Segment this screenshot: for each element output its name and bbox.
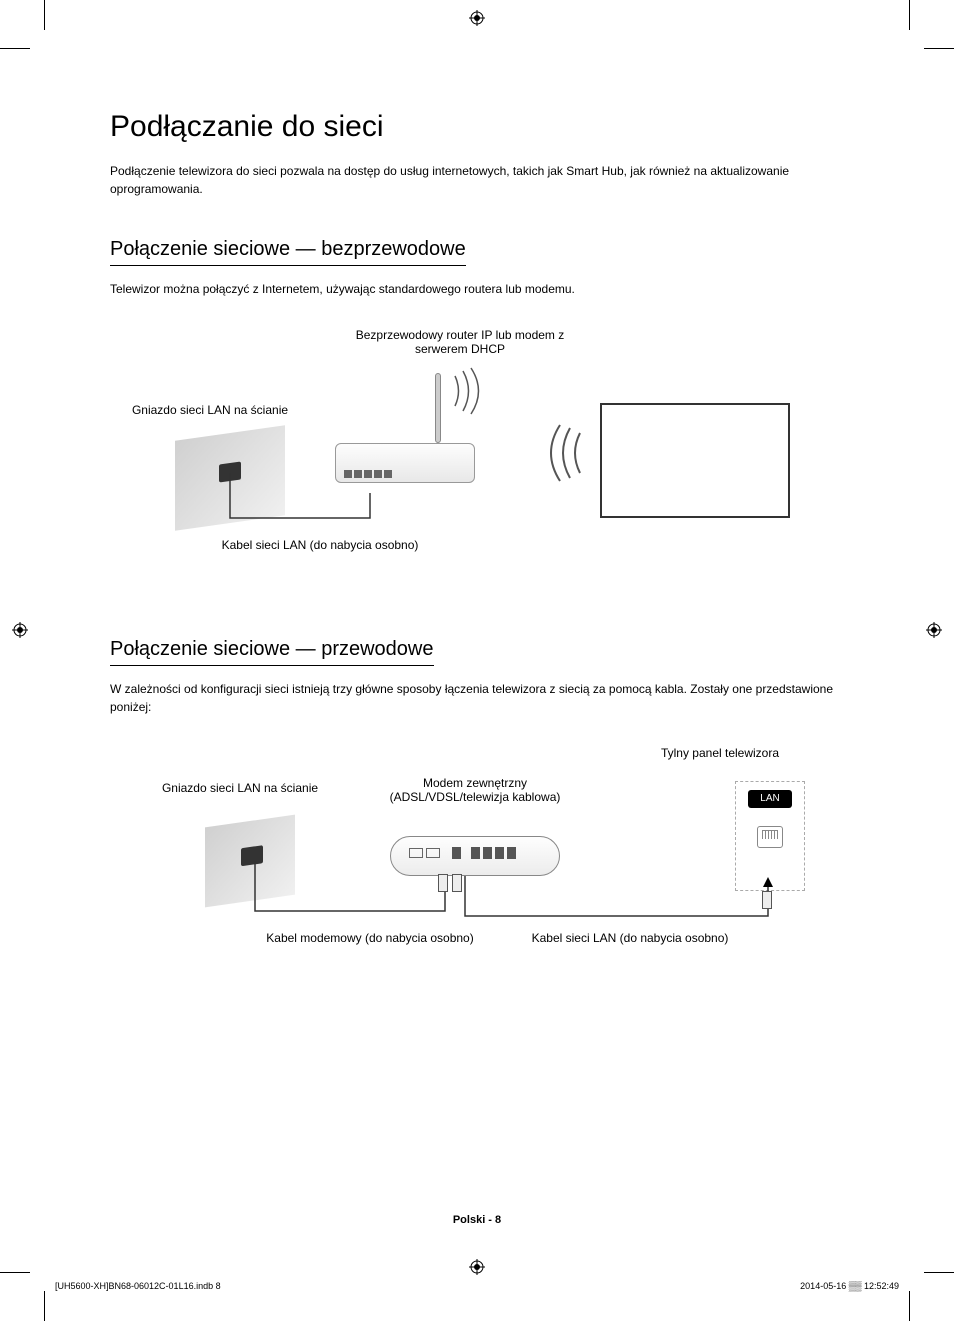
tv-icon bbox=[600, 403, 790, 518]
footer-timestamp: 2014-05-16 ▒▒ 12:52:49 bbox=[800, 1281, 899, 1291]
crop-mark bbox=[0, 48, 30, 49]
modem-label: Modem zewnętrzny (ADSL/VDSL/telewizja ka… bbox=[365, 776, 585, 804]
lan-jack-icon bbox=[757, 826, 783, 848]
crop-mark bbox=[924, 48, 954, 49]
router-label-text: Bezprzewodowy router IP lub modem z serw… bbox=[356, 328, 565, 356]
intro-text: Podłączenie telewizora do sieci pozwala … bbox=[110, 162, 850, 198]
wired-section-title: Połączenie sieciowe — przewodowe bbox=[110, 638, 434, 666]
arrow-up-icon bbox=[763, 877, 773, 887]
lan-cable-icon bbox=[225, 468, 375, 528]
wireless-section-title: Połączenie sieciowe — bezprzewodowe bbox=[110, 238, 466, 266]
footer-page-number: Polski - 8 bbox=[0, 1214, 954, 1226]
registration-mark-icon bbox=[469, 1259, 485, 1275]
signal-out-icon bbox=[450, 366, 490, 416]
wireless-section-text: Telewizor można połączyć z Internetem, u… bbox=[110, 280, 850, 298]
crop-mark bbox=[44, 1291, 45, 1321]
wired-lan-cable-label: Kabel sieci LAN (do nabycia osobno) bbox=[510, 931, 750, 945]
modem-cable-label: Kabel modemowy (do nabycia osobno) bbox=[250, 931, 490, 945]
signal-in-icon bbox=[540, 423, 585, 483]
crop-mark bbox=[909, 1291, 910, 1321]
lan-badge: LAN bbox=[748, 790, 792, 808]
router-label: Bezprzewodowy router IP lub modem z serw… bbox=[340, 328, 580, 356]
lan-cable-label: Kabel sieci LAN (do nabycia osobno) bbox=[200, 538, 440, 552]
crop-mark bbox=[924, 1272, 954, 1273]
wired-section-text: W zależności od konfiguracji sieci istni… bbox=[110, 680, 850, 716]
registration-mark-icon bbox=[469, 10, 485, 26]
modem-label-top: Modem zewnętrzny bbox=[423, 776, 527, 790]
connector-icon bbox=[762, 891, 772, 909]
page-content: Podłączanie do sieci Podłączenie telewiz… bbox=[110, 110, 850, 1046]
footer-filename: [UH5600-XH]BN68-06012C-01L16.indb 8 bbox=[55, 1281, 221, 1291]
registration-mark-icon bbox=[926, 622, 942, 638]
registration-mark-icon bbox=[12, 622, 28, 638]
connector-icon bbox=[438, 874, 448, 892]
wall-label: Gniazdo sieci LAN na ścianie bbox=[110, 403, 310, 417]
crop-mark bbox=[0, 1272, 30, 1273]
wired-wall-label: Gniazdo sieci LAN na ścianie bbox=[140, 781, 340, 795]
modem-cable-icon bbox=[250, 856, 455, 921]
tvback-label: Tylny panel telewizora bbox=[620, 746, 820, 760]
lan-cable-wired-icon bbox=[460, 871, 780, 926]
wireless-diagram: Bezprzewodowy router IP lub modem z serw… bbox=[110, 328, 850, 578]
modem-label-sub: (ADSL/VDSL/telewizja kablowa) bbox=[390, 790, 561, 804]
antenna-icon bbox=[435, 373, 441, 443]
crop-mark bbox=[909, 0, 910, 30]
page-title: Podłączanie do sieci bbox=[110, 110, 850, 144]
wired-diagram: Tylny panel telewizora Gniazdo sieci LAN… bbox=[110, 746, 850, 986]
crop-mark bbox=[44, 0, 45, 30]
